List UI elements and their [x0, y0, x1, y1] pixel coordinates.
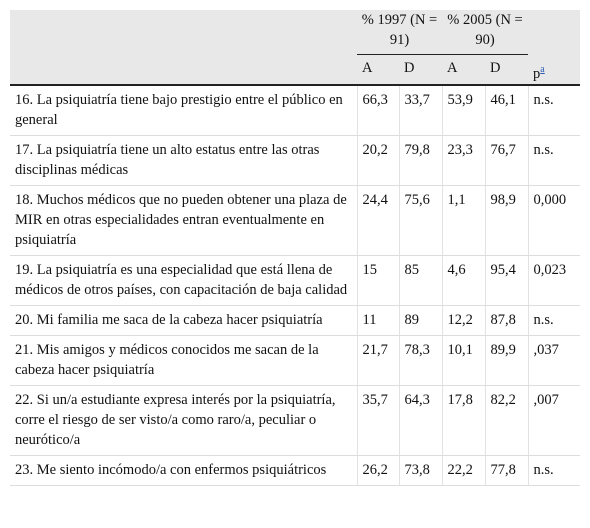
value-cell: 10,1 — [441, 335, 486, 387]
value-cell: 98,9 — [484, 185, 529, 257]
header-cell — [528, 10, 581, 55]
value-cell: 76,7 — [484, 135, 529, 187]
value-cell: 0,000 — [527, 185, 581, 257]
table-row: 18. Muchos médicos que no pueden obtener… — [10, 185, 581, 257]
footnote-sup: a — [540, 61, 544, 75]
header-row: A D A D pa — [10, 54, 581, 87]
row-label: 18. Muchos médicos que no pueden obtener… — [10, 185, 357, 257]
value-cell: 22,2 — [441, 455, 486, 487]
value-cell: 89 — [398, 305, 443, 337]
value-cell: 0,023 — [527, 255, 581, 307]
value-cell: 11 — [356, 305, 399, 337]
row-label: 21. Mis amigos y médicos conocidos me sa… — [10, 335, 357, 387]
row-label: 17. La psiquiatría tiene un alto estatus… — [10, 135, 357, 187]
value-cell: ,007 — [527, 385, 581, 457]
value-cell: 26,2 — [356, 455, 399, 487]
value-cell: 66,3 — [356, 85, 399, 137]
row-label: 19. La psiquiatría es una especialidad q… — [10, 255, 357, 307]
column-header: D — [485, 54, 529, 87]
value-cell: 85 — [398, 255, 443, 307]
value-cell: ,037 — [527, 335, 581, 387]
value-cell: 33,7 — [398, 85, 443, 137]
value-cell: n.s. — [527, 455, 581, 487]
value-cell: n.s. — [527, 135, 581, 187]
table-row: 23. Me siento incómodo/a con enfermos ps… — [10, 455, 581, 487]
column-header: p — [533, 65, 541, 82]
value-cell: 17,8 — [441, 385, 486, 457]
value-cell: 73,8 — [398, 455, 443, 487]
value-cell: 35,7 — [356, 385, 399, 457]
row-label: 16. La psiquiatría tiene bajo prestigio … — [10, 85, 357, 137]
value-cell: 75,6 — [398, 185, 443, 257]
header-row: % 1997 (N = 91) % 2005 (N = 90) — [10, 10, 581, 55]
value-cell: 24,4 — [356, 185, 399, 257]
value-cell: 23,3 — [441, 135, 486, 187]
header-cell — [10, 54, 357, 87]
value-cell: 79,8 — [398, 135, 443, 187]
group-header: % 2005 (N = 90) — [442, 10, 529, 55]
footnote-link[interactable]: a — [540, 63, 545, 75]
value-cell: 1,1 — [441, 185, 486, 257]
column-header: A — [442, 54, 486, 87]
value-cell: 82,2 — [484, 385, 529, 457]
value-cell: 87,8 — [484, 305, 529, 337]
value-cell: n.s. — [527, 305, 581, 337]
value-cell: 78,3 — [398, 335, 443, 387]
data-table: % 1997 (N = 91) % 2005 (N = 90) A D A D … — [10, 10, 581, 487]
value-cell: 12,2 — [441, 305, 486, 337]
table-row: 17. La psiquiatría tiene un alto estatus… — [10, 135, 581, 187]
table-header: % 1997 (N = 91) % 2005 (N = 90) A D A D … — [10, 10, 581, 87]
column-header: A — [357, 54, 399, 87]
value-cell: 95,4 — [484, 255, 529, 307]
value-cell: 64,3 — [398, 385, 443, 457]
value-cell: 46,1 — [484, 85, 529, 137]
row-label: 22. Si un/a estudiante expresa interés p… — [10, 385, 357, 457]
value-cell: 53,9 — [441, 85, 486, 137]
table-row: 20. Mi familia me saca de la cabeza hace… — [10, 305, 581, 337]
group-header: % 1997 (N = 91) — [357, 10, 443, 55]
value-cell: 89,9 — [484, 335, 529, 387]
table-row: 22. Si un/a estudiante expresa interés p… — [10, 385, 581, 457]
table-row: 19. La psiquiatría es una especialidad q… — [10, 255, 581, 307]
row-label: 20. Mi familia me saca de la cabeza hace… — [10, 305, 357, 337]
value-cell: 15 — [356, 255, 399, 307]
value-cell: 77,8 — [484, 455, 529, 487]
table-row: 16. La psiquiatría tiene bajo prestigio … — [10, 85, 581, 137]
value-cell: 20,2 — [356, 135, 399, 187]
column-header-cell: pa — [528, 54, 581, 87]
value-cell: n.s. — [527, 85, 581, 137]
value-cell: 4,6 — [441, 255, 486, 307]
column-header: D — [399, 54, 443, 87]
row-label: 23. Me siento incómodo/a con enfermos ps… — [10, 455, 357, 487]
header-cell — [10, 10, 357, 55]
table-body: 16. La psiquiatría tiene bajo prestigio … — [10, 85, 581, 487]
value-cell: 21,7 — [356, 335, 399, 387]
table-row: 21. Mis amigos y médicos conocidos me sa… — [10, 335, 581, 387]
